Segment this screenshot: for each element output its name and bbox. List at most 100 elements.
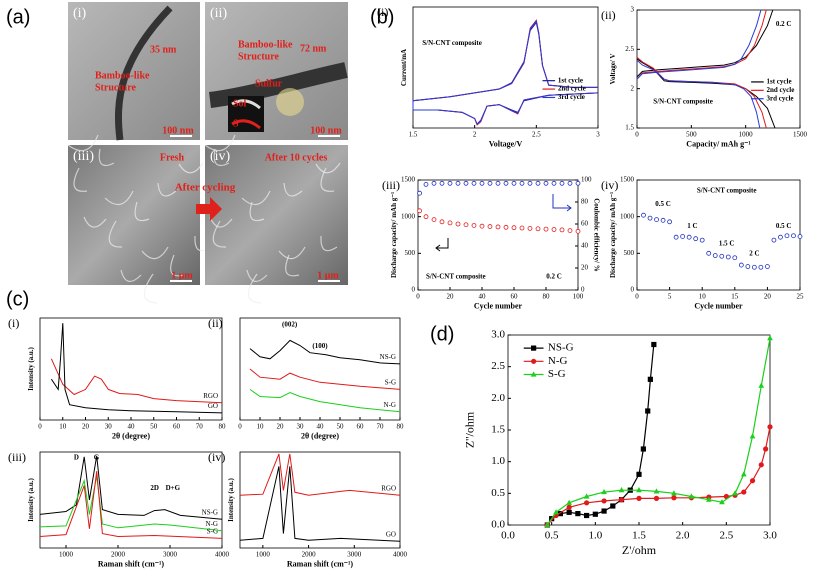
sulfur-region: [276, 88, 304, 116]
fiber: [178, 162, 204, 174]
x-tick-label: 2000: [111, 551, 126, 559]
x-tick-label: 40: [479, 293, 487, 301]
legend-label: 3rd cycle: [558, 93, 585, 101]
marker: [686, 234, 692, 240]
x-tick-label: 30: [297, 423, 305, 431]
marker: [471, 223, 477, 228]
marker: [758, 382, 765, 388]
y-tick-label: 0: [631, 286, 635, 294]
annotation: 1 C: [687, 222, 697, 230]
fiber: [213, 148, 230, 167]
marker: [763, 446, 769, 452]
marker: [693, 236, 699, 242]
fiber: [283, 182, 303, 197]
annotation: S/N-CNT composite: [426, 272, 486, 280]
marker: [511, 225, 517, 231]
y-tick-label: 1000: [401, 212, 416, 220]
y-tick-label: 500: [405, 249, 416, 257]
fiber: [98, 148, 115, 167]
annotation: D: [74, 453, 79, 461]
y2-tick-label: 80: [581, 198, 589, 206]
annotation: 0.2 C: [776, 20, 792, 28]
annotation: 0.2 C: [546, 272, 562, 280]
annotation: 0.5 C: [655, 200, 671, 208]
x-tick-label: 80: [397, 423, 405, 431]
y-tick-label: 0: [412, 286, 416, 294]
marker: [671, 495, 677, 501]
marker: [566, 504, 572, 510]
marker: [699, 237, 705, 243]
marker: [439, 219, 445, 225]
x-tick-label: 1500: [793, 131, 808, 139]
plot-frame: [636, 179, 801, 291]
x-tick-label: 20: [447, 293, 455, 301]
marker: [738, 262, 744, 268]
annotation: G: [94, 453, 100, 461]
marker: [601, 498, 607, 504]
x-tick-label: 30: [105, 423, 113, 431]
marker: [584, 500, 590, 506]
x-tick-label: 50: [150, 423, 158, 431]
x-tick-label: 0.5: [545, 530, 559, 542]
marker: [732, 255, 738, 261]
marker: [566, 509, 572, 515]
series-label: N-G: [206, 520, 218, 528]
annotation: (100): [312, 342, 328, 350]
y-axis-label: Intensity (a.u.): [27, 477, 35, 521]
marker: [519, 225, 525, 231]
marker: [618, 497, 625, 503]
inset-tube: [231, 119, 261, 130]
marker: [647, 215, 653, 221]
legend-label: 1st cycle: [558, 76, 583, 84]
marker: [535, 226, 541, 232]
y-tick-label: 3: [631, 6, 635, 14]
series-label: S-G: [385, 379, 396, 387]
y-tick-label: 2.0: [491, 392, 505, 404]
fiber: [143, 273, 158, 304]
y2-tick-label: 60: [581, 220, 589, 228]
series-label: RGO: [203, 392, 218, 400]
marker: [601, 508, 607, 514]
marker: [503, 180, 509, 186]
subpanel-label: (iv): [601, 178, 618, 192]
y-axis-label: Discharge capacity/ mAh g⁻¹: [609, 192, 617, 278]
marker: [719, 499, 725, 505]
series-label: NS-G: [202, 509, 218, 517]
y-axis-label: Intensity (a.u.): [227, 477, 235, 521]
x-tick-label: 5: [668, 293, 672, 301]
plot-frame: [412, 6, 599, 129]
marker: [706, 496, 712, 502]
subpanel-label: (iii): [382, 178, 400, 192]
marker: [653, 495, 660, 501]
nanotube: [115, 5, 173, 141]
y2-tick-label: 100: [581, 176, 592, 184]
marker: [680, 234, 686, 239]
arrow: [196, 197, 222, 221]
marker: [636, 471, 642, 477]
y-tick-label: 2.5: [625, 45, 634, 53]
x-tick-label: 4000: [393, 551, 408, 559]
image-annotation: Structure: [95, 82, 136, 93]
subpanel-label: (ii): [601, 8, 616, 22]
marker: [601, 488, 607, 495]
series-line: [50, 323, 223, 414]
annotation: S/N-CNT composite: [422, 39, 482, 47]
x-tick-label: 20: [277, 423, 285, 431]
x-tick-label: 1000: [739, 131, 754, 139]
series-line: [39, 475, 223, 532]
arrow: [435, 238, 449, 252]
marker: [584, 512, 590, 519]
subpanel-label: (i): [377, 5, 388, 19]
marker: [417, 190, 423, 196]
x-axis-label: Cycle number: [474, 302, 523, 311]
y-tick-label: 500: [624, 249, 635, 257]
y-axis-label: Z''/ohm: [462, 411, 476, 448]
fiber: [67, 134, 99, 152]
marker: [479, 223, 485, 229]
series-line: [50, 358, 223, 404]
y-tick-label: 3.0: [491, 329, 505, 341]
x-tick-label: 1000: [59, 551, 74, 559]
series-line: [249, 368, 401, 390]
x-tick-label: 0.0: [501, 530, 515, 542]
plot-frame: [417, 179, 579, 291]
